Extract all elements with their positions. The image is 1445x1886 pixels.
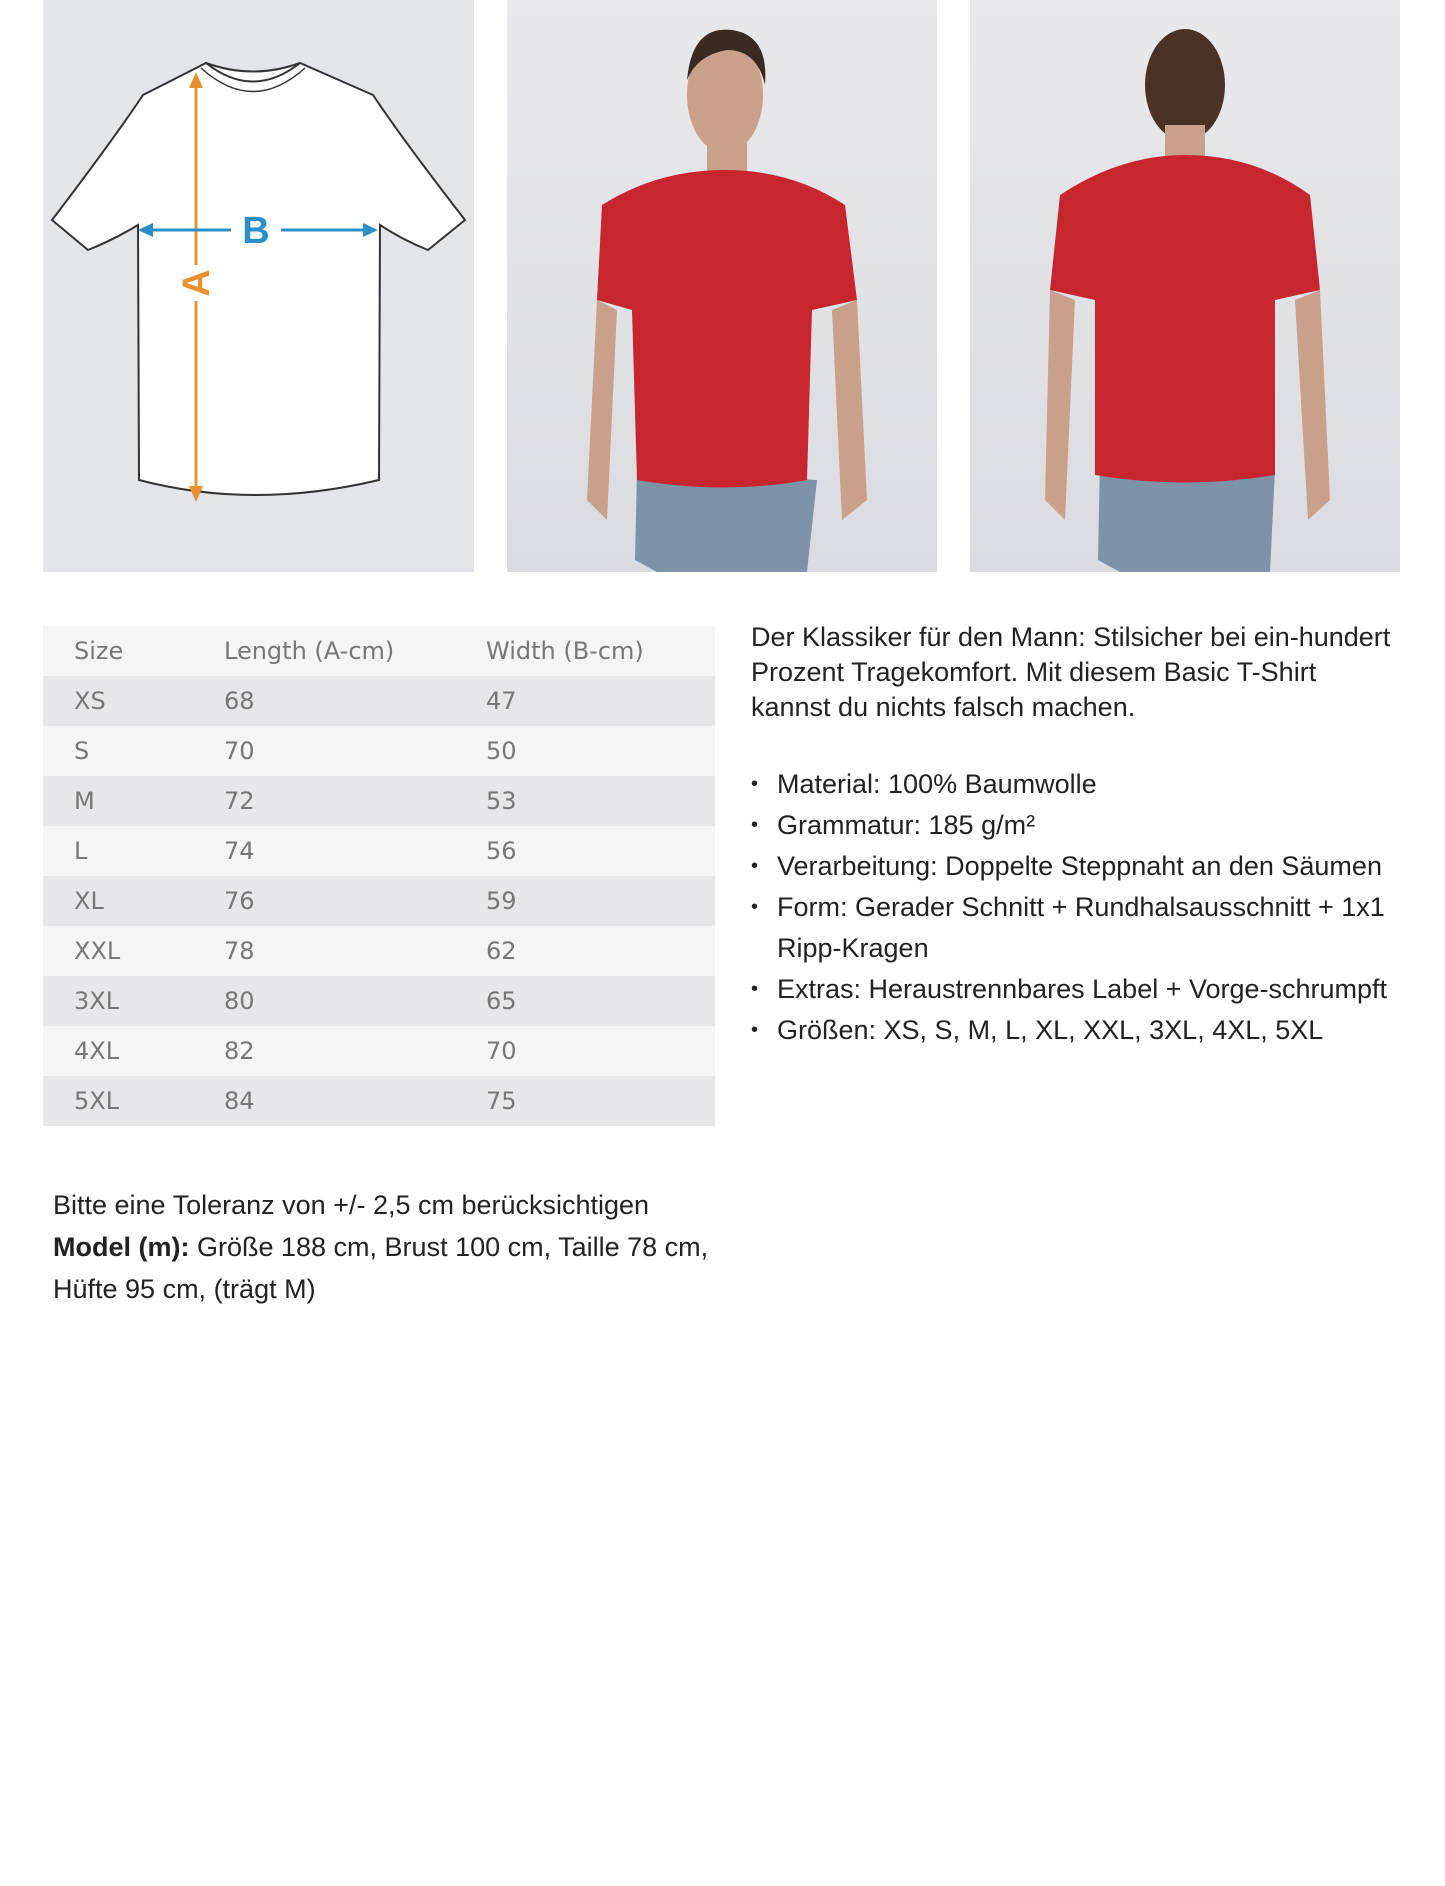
cell-width: 70 xyxy=(486,1026,715,1076)
cell-length: 82 xyxy=(224,1026,486,1076)
model-info: Model (m): Größe 188 cm, Brust 100 cm, T… xyxy=(53,1226,733,1310)
feature-item: Größen: XS, S, M, L, XL, XXL, 3XL, 4XL, … xyxy=(751,1010,1391,1051)
table-row: 5XL 84 75 xyxy=(43,1076,715,1126)
label-b: B xyxy=(242,210,269,252)
table-row: XXL 78 62 xyxy=(43,926,715,976)
feature-item: Verarbeitung: Doppelte Steppnaht an den … xyxy=(751,846,1391,887)
feature-item: Extras: Heraustrennbares Label + Vorge-s… xyxy=(751,969,1391,1010)
product-description: Der Klassiker für den Mann: Stilsicher b… xyxy=(751,622,1391,722)
header-width: Width (B-cm) xyxy=(486,626,715,676)
cell-size: 4XL xyxy=(43,1026,224,1076)
model-label: Model (m): xyxy=(53,1232,190,1262)
cell-length: 70 xyxy=(224,726,486,776)
feature-item: Grammatur: 185 g/m² xyxy=(751,805,1391,846)
table-row: L 74 56 xyxy=(43,826,715,876)
table-row: M 72 53 xyxy=(43,776,715,826)
cell-size: 3XL xyxy=(43,976,224,1026)
size-table: Size Length (A-cm) Width (B-cm) XS 68 47 S 7… xyxy=(43,626,715,1126)
size-diagram: B A xyxy=(43,0,474,572)
table-row: 3XL 80 65 xyxy=(43,976,715,1026)
cell-size: L xyxy=(43,826,224,876)
cell-width: 47 xyxy=(486,676,715,726)
tolerance-note: Bitte eine Toleranz von +/- 2,5 cm berüc… xyxy=(53,1190,650,1220)
header-size: Size xyxy=(43,626,224,676)
cell-size: M xyxy=(43,776,224,826)
tshirt-outline-icon: B A xyxy=(50,61,467,502)
cell-width: 50 xyxy=(486,726,715,776)
back-photo xyxy=(970,0,1400,572)
cell-width: 65 xyxy=(486,976,715,1026)
table-header-row: Size Length (A-cm) Width (B-cm) xyxy=(43,626,715,676)
cell-size: 5XL xyxy=(43,1076,224,1126)
cell-size: XL xyxy=(43,876,224,926)
size-notes: Bitte eine Toleranz von +/- 2,5 cm berüc… xyxy=(53,1184,733,1310)
feature-list: Material: 100% Baumwolle Grammatur: 185 … xyxy=(751,764,1391,1051)
table-row: XS 68 47 xyxy=(43,676,715,726)
cell-length: 80 xyxy=(224,976,486,1026)
cell-width: 59 xyxy=(486,876,715,926)
cell-length: 78 xyxy=(224,926,486,976)
cell-length: 72 xyxy=(224,776,486,826)
front-photo xyxy=(507,0,937,572)
header-length: Length (A-cm) xyxy=(224,626,486,676)
cell-width: 56 xyxy=(486,826,715,876)
cell-size: XS xyxy=(43,676,224,726)
cell-size: S xyxy=(43,726,224,776)
table-row: S 70 50 xyxy=(43,726,715,776)
cell-length: 76 xyxy=(224,876,486,926)
label-a: A xyxy=(176,269,218,296)
cell-width: 62 xyxy=(486,926,715,976)
model-text: Größe 188 cm, Brust 100 cm, Taille 78 cm… xyxy=(53,1232,709,1304)
cell-width: 75 xyxy=(486,1076,715,1126)
cell-length: 68 xyxy=(224,676,486,726)
table-row: XL 76 59 xyxy=(43,876,715,926)
cell-length: 74 xyxy=(224,826,486,876)
cell-width: 53 xyxy=(486,776,715,826)
table-row: 4XL 82 70 xyxy=(43,1026,715,1076)
cell-length: 84 xyxy=(224,1076,486,1126)
feature-item: Material: 100% Baumwolle xyxy=(751,764,1391,805)
cell-size: XXL xyxy=(43,926,224,976)
feature-item: Form: Gerader Schnitt + Rundhalsausschni… xyxy=(751,887,1391,969)
